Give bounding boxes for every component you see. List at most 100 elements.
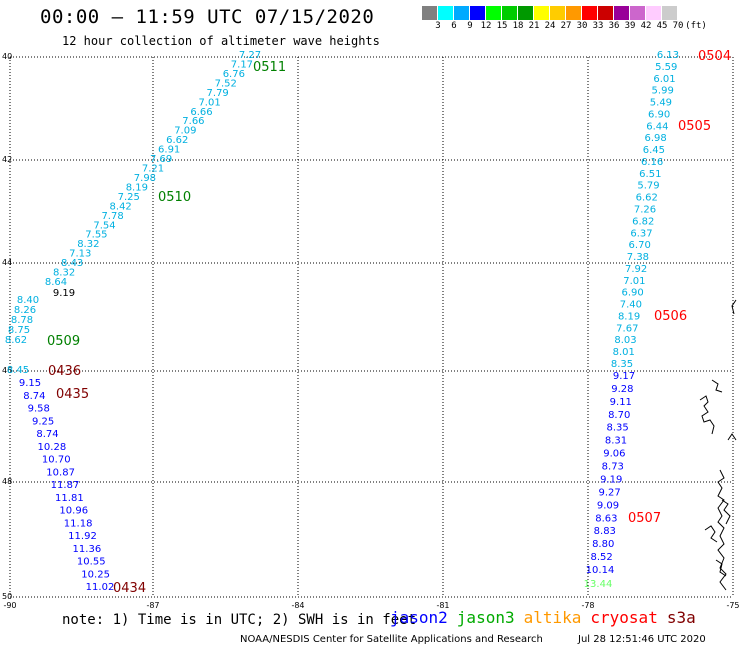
wave-height-value: 8.64 bbox=[45, 277, 67, 288]
wave-height-value: 8.75 bbox=[8, 325, 30, 336]
wave-height-value: 6.62 bbox=[636, 193, 658, 204]
legend-swatch bbox=[422, 6, 438, 20]
lon-label: -90 bbox=[3, 601, 16, 610]
legend-swatch bbox=[438, 6, 454, 20]
legend-swatch bbox=[646, 6, 662, 20]
wave-height-value: 10.70 bbox=[42, 455, 71, 466]
lat-label: 46 bbox=[2, 366, 12, 375]
legend-swatch bbox=[630, 6, 646, 20]
pass-time-label: 0510 bbox=[158, 190, 191, 205]
wave-height-value: 6.13 bbox=[657, 50, 679, 61]
wave-height-value: 8.35 bbox=[606, 423, 628, 434]
legend-label: 24 bbox=[544, 21, 556, 31]
wave-height-value: 7.38 bbox=[627, 252, 649, 263]
wave-height-value: 13.44 bbox=[584, 579, 613, 590]
wave-height-value: 11.18 bbox=[64, 518, 93, 529]
wave-height-value: 6.98 bbox=[644, 133, 666, 144]
wave-height-value: 11.81 bbox=[55, 493, 84, 504]
wave-height-value: 7.79 bbox=[207, 88, 229, 99]
legend-label: 3 bbox=[435, 21, 441, 31]
wave-height-value: 8.32 bbox=[53, 268, 75, 279]
legend-label: 6 bbox=[451, 21, 457, 31]
legend-swatch bbox=[534, 6, 550, 20]
wave-height-value: 6.70 bbox=[629, 240, 651, 251]
lon-label: -87 bbox=[146, 601, 159, 610]
wave-height-value: 6.44 bbox=[646, 121, 668, 132]
wave-height-value: 6.01 bbox=[653, 74, 675, 85]
wave-height-value: 8.80 bbox=[592, 539, 614, 550]
wave-height-value: 7.26 bbox=[634, 205, 656, 216]
legend-swatch bbox=[566, 6, 582, 20]
wave-height-value: 9.19 bbox=[53, 288, 75, 299]
wave-height-value: 7.09 bbox=[174, 126, 196, 137]
color-legend: 3 6 9 12 15 18 21 24 27 30 33 36 39 42 45 70 (ft) bbox=[422, 6, 740, 32]
wave-height-value: 6.45 bbox=[643, 145, 665, 156]
pass-time-label: 0507 bbox=[628, 511, 661, 526]
wave-height-value: 8.26 bbox=[14, 305, 36, 316]
legend-label: 45 bbox=[656, 21, 668, 31]
wave-height-value: 9.28 bbox=[611, 384, 633, 395]
legend-swatch bbox=[486, 6, 502, 20]
legend-swatch bbox=[598, 6, 614, 20]
lat-label: 44 bbox=[2, 258, 12, 267]
time-labels: 0511 0510 0509 0436 0435 0434 0504 0505 0506 0507 bbox=[47, 49, 731, 596]
wave-height-value: 9.17 bbox=[613, 371, 635, 382]
wave-height-value: 10.14 bbox=[586, 565, 615, 576]
wave-height-value: 7.67 bbox=[616, 323, 638, 334]
footer-note: note: 1) Time is in UTC; 2) SWH is in fe… bbox=[62, 612, 417, 628]
wave-height-value: 6.51 bbox=[639, 169, 661, 180]
wave-height-value: 7.13 bbox=[69, 249, 91, 260]
wave-height-value: 8.19 bbox=[126, 182, 148, 193]
wave-height-value: 8.01 bbox=[613, 347, 635, 358]
coastline bbox=[699, 299, 737, 591]
lon-label: -78 bbox=[581, 601, 594, 610]
wave-height-value: 7.25 bbox=[118, 192, 140, 203]
axis-labels: 40 42 44 46 48 50-90 -87 -84 -81 -78 -75 bbox=[2, 52, 740, 610]
wave-height-value: 5.49 bbox=[650, 98, 672, 109]
wave-height-value: 6.91 bbox=[158, 145, 180, 156]
wave-height-value: 9.19 bbox=[600, 474, 622, 485]
wave-height-value: 6.90 bbox=[648, 109, 670, 120]
satellite-name: jason2 bbox=[390, 608, 448, 627]
pass-time-label: 0509 bbox=[47, 334, 80, 349]
legend-swatch bbox=[614, 6, 630, 20]
legend-label: 33 bbox=[592, 21, 604, 31]
wave-height-value: 7.78 bbox=[101, 211, 123, 222]
page-subtitle: 12 hour collection of altimeter wave hei… bbox=[62, 34, 380, 48]
legend-label: 15 bbox=[496, 21, 508, 31]
wave-height-value: 9.58 bbox=[28, 404, 50, 415]
legend-swatch bbox=[550, 6, 566, 20]
wave-height-value: 6.66 bbox=[190, 107, 212, 118]
wave-height-value: 6.37 bbox=[630, 228, 652, 239]
wave-height-value: 11.02 bbox=[86, 582, 115, 593]
legend-label: 27 bbox=[560, 21, 572, 31]
wave-height-value: 7.21 bbox=[142, 164, 164, 175]
wave-height-value: 9.15 bbox=[19, 378, 41, 389]
wave-height-value: 7.27 bbox=[239, 50, 261, 61]
legend-label: 36 bbox=[608, 21, 620, 31]
lat-label: 42 bbox=[2, 155, 12, 164]
wave-height-value: 8.83 bbox=[594, 526, 616, 537]
wave-height-value: 8.31 bbox=[605, 436, 627, 447]
lon-label: -81 bbox=[436, 601, 449, 610]
wave-height-value: 11.92 bbox=[68, 531, 97, 542]
wave-height-value: 8.70 bbox=[608, 410, 630, 421]
pass-time-label: 0435 bbox=[56, 387, 89, 402]
wave-height-value: 8.63 bbox=[595, 513, 617, 524]
lat-label: 48 bbox=[2, 477, 12, 486]
legend-swatches bbox=[422, 6, 740, 20]
satellite-name: altika bbox=[523, 608, 582, 627]
wave-height-value: 8.62 bbox=[5, 335, 27, 346]
wave-height-value: 8.74 bbox=[36, 429, 58, 440]
wave-height-value: 8.40 bbox=[17, 295, 39, 306]
wave-height-value: 7.69 bbox=[150, 154, 172, 165]
legend-swatch bbox=[502, 6, 518, 20]
wave-height-value: 9.09 bbox=[597, 500, 619, 511]
wave-height-value: 11.36 bbox=[73, 544, 102, 555]
wave-height-value: 9.27 bbox=[598, 487, 620, 498]
pass-time-label: 0504 bbox=[698, 49, 731, 64]
pass-time-label: 0505 bbox=[678, 119, 711, 134]
satellite-legend: jason2 jason3 altika cryosat s3a bbox=[390, 608, 705, 627]
credit-line: NOAA/NESDIS Center for Satellite Applica… bbox=[240, 634, 543, 645]
